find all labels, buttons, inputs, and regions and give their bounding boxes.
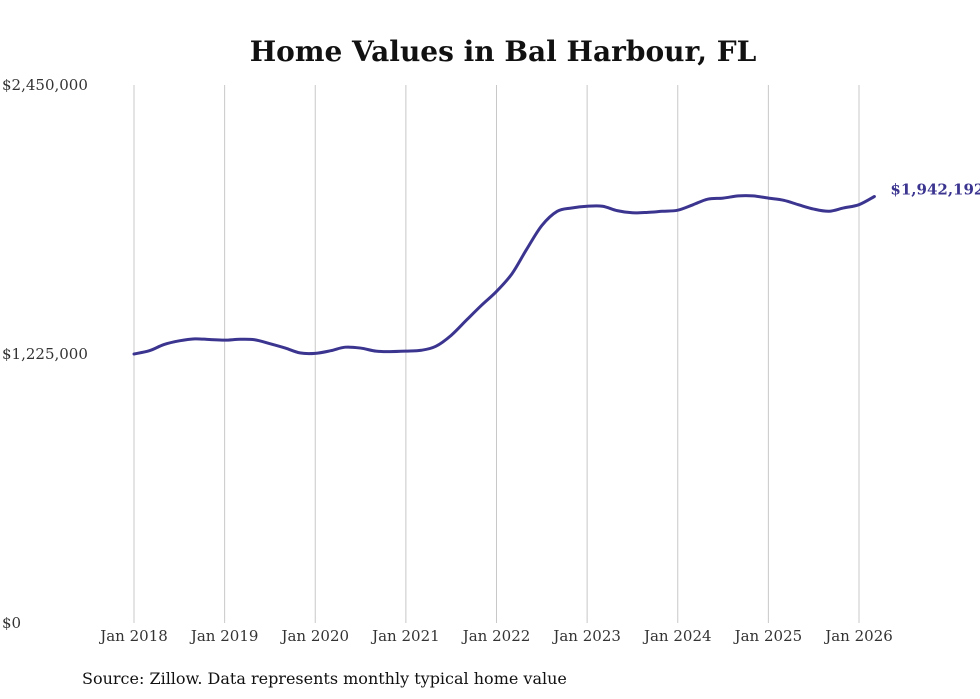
- grid: [133, 85, 860, 623]
- x-tick-label: Jan 2019: [189, 627, 259, 645]
- x-tick-label: Jan 2022: [461, 627, 531, 645]
- chart-title: Home Values in Bal Harbour, FL: [250, 35, 757, 68]
- end-value-label: $1,942,192: [890, 181, 980, 199]
- x-tick-label: Jan 2023: [551, 627, 621, 645]
- source-note: Source: Zillow. Data represents monthly …: [82, 669, 567, 688]
- x-tick-label: Jan 2021: [370, 627, 440, 645]
- x-axis: Jan 2018 Jan 2019 Jan 2020 Jan 2021 Jan 2022…: [98, 627, 893, 645]
- y-axis: $0 $1,225,000 $2,450,000: [2, 76, 88, 632]
- y-tick-label: $2,450,000: [2, 76, 88, 94]
- x-tick-label: Jan 2026: [823, 627, 893, 645]
- y-tick-label: $0: [2, 614, 21, 632]
- x-tick-label: Jan 2020: [279, 627, 349, 645]
- x-tick-label: Jan 2025: [733, 627, 803, 645]
- series-group: $1,942,192: [132, 181, 980, 356]
- y-tick-label: $1,225,000: [2, 345, 88, 363]
- x-tick-label: Jan 2018: [98, 627, 168, 645]
- x-tick-label: Jan 2024: [642, 627, 712, 645]
- series-line: [132, 194, 876, 356]
